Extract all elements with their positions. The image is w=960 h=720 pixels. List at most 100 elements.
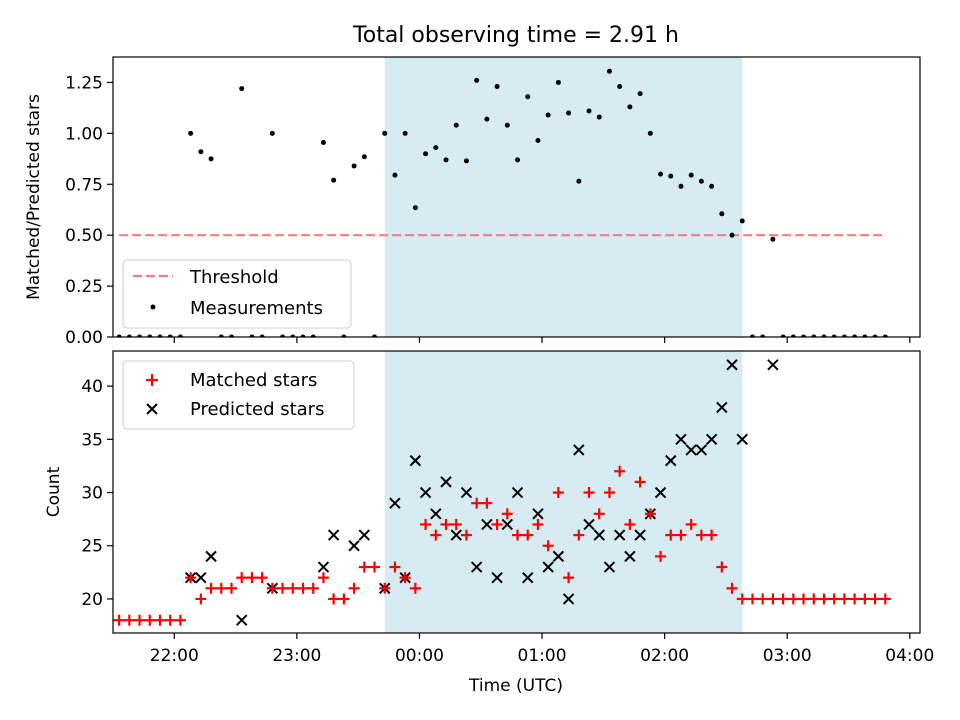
matched-star-point <box>266 582 278 594</box>
predicted-star-point <box>501 518 514 531</box>
matched-star-point <box>879 593 891 605</box>
matched-star-point <box>195 593 207 605</box>
x-tick-label: 01:00 <box>518 646 567 666</box>
measurement-point <box>535 137 541 143</box>
measurement-point <box>453 122 459 128</box>
measurement-point <box>821 334 827 337</box>
measurement-point <box>147 334 153 337</box>
matched-star-point <box>460 529 472 541</box>
predicted-star-point <box>685 444 697 456</box>
matched-star-point <box>849 593 861 605</box>
predicted-star-point <box>542 561 554 573</box>
predicted-star-point <box>532 508 544 520</box>
legend-threshold-label: Threshold <box>189 267 279 288</box>
top-y-tick-label: 0.75 <box>65 175 103 195</box>
measurement-point <box>157 334 163 337</box>
matched-star-point <box>277 582 289 594</box>
measurement-point <box>208 156 214 162</box>
bottom-y-tick-label: 40 <box>81 377 103 397</box>
matched-star-point <box>665 529 677 541</box>
predicted-star-point <box>695 444 708 456</box>
predicted-star-point <box>460 486 473 499</box>
measurement-point <box>729 232 735 238</box>
matched-star-point <box>869 593 881 605</box>
legend-measurements-swatch <box>150 304 156 310</box>
matched-star-point <box>420 518 432 530</box>
predicted-star-point <box>430 508 442 520</box>
matched-star-point <box>154 614 166 626</box>
measurement-point <box>811 334 817 337</box>
matched-star-point <box>174 614 186 626</box>
measurement-point <box>658 171 664 177</box>
measurement-point <box>545 112 551 118</box>
matched-star-point <box>798 593 810 605</box>
matched-star-point <box>256 572 268 584</box>
bottom-axis-ticks: 20 25 30 35 40 22:00 23:00 00:00 01:00 02:00 03:00… <box>81 377 934 666</box>
matched-star-point <box>225 582 237 594</box>
matched-star-point <box>614 465 626 477</box>
matched-star-point <box>287 582 299 594</box>
matched-star-point <box>583 487 595 499</box>
matched-star-point <box>113 614 125 626</box>
matched-star-point <box>552 487 564 499</box>
figure-title: Total observing time = 2.91 h <box>352 23 679 48</box>
measurement-point <box>331 177 337 183</box>
matched-star-point <box>450 518 462 530</box>
predicted-star-point <box>705 433 718 446</box>
legend-predicted-label: Predicted stars <box>190 399 324 420</box>
measurement-point <box>627 104 633 110</box>
predicted-star-point <box>317 561 330 573</box>
matched-star-point <box>185 572 197 584</box>
matched-star-point <box>307 582 319 594</box>
matched-star-point <box>328 593 340 605</box>
matched-star-point <box>317 572 329 584</box>
measurement-point <box>290 334 296 337</box>
predicted-star-point <box>511 486 524 499</box>
predicted-star-point <box>562 593 575 605</box>
measurement-point <box>760 334 766 337</box>
predicted-star-point <box>205 550 217 563</box>
legend-matched-label: Matched stars <box>190 370 317 391</box>
measurement-point <box>739 218 745 224</box>
measurement-point <box>647 130 653 136</box>
matched-star-point <box>695 529 707 541</box>
predicted-star-point <box>665 454 677 467</box>
matched-star-point <box>593 508 605 520</box>
legend-predicted-swatch <box>146 403 158 415</box>
predicted-star-point <box>736 433 748 446</box>
measurement-point <box>872 334 878 337</box>
matched-star-point <box>399 572 411 584</box>
measurements-points <box>116 68 888 337</box>
predicted-star-point <box>450 529 462 541</box>
top-y-axis-label: Matched/Predicted stars <box>24 94 44 300</box>
matched-star-point <box>512 529 524 541</box>
measurement-point <box>688 172 694 178</box>
measurement-point <box>576 178 582 184</box>
measurement-point <box>259 334 265 337</box>
predicted-star-point <box>716 401 728 414</box>
matched-star-point <box>706 529 718 541</box>
measurement-point <box>412 205 418 211</box>
predicted-star-point <box>767 359 779 371</box>
matched-star-point <box>409 582 421 594</box>
matched-star-point <box>236 572 248 584</box>
matched-star-point <box>369 561 381 573</box>
matched-star-point <box>501 508 513 520</box>
measurement-point <box>463 158 469 164</box>
x-tick-label: 02:00 <box>640 646 689 666</box>
matched-star-point <box>767 593 779 605</box>
matched-star-point <box>297 582 309 594</box>
matched-star-point <box>471 497 483 509</box>
matched-star-point <box>491 518 503 530</box>
predicted-star-point <box>552 550 565 563</box>
matched-star-point <box>787 593 799 605</box>
measurement-point <box>269 130 275 136</box>
predicted-star-point <box>634 529 646 541</box>
matched-star-point <box>246 572 258 584</box>
matched-star-point <box>808 593 820 605</box>
matched-star-point <box>379 582 391 594</box>
measurement-point <box>198 149 204 155</box>
measurement-point <box>749 334 755 337</box>
measurement-point <box>637 91 643 97</box>
